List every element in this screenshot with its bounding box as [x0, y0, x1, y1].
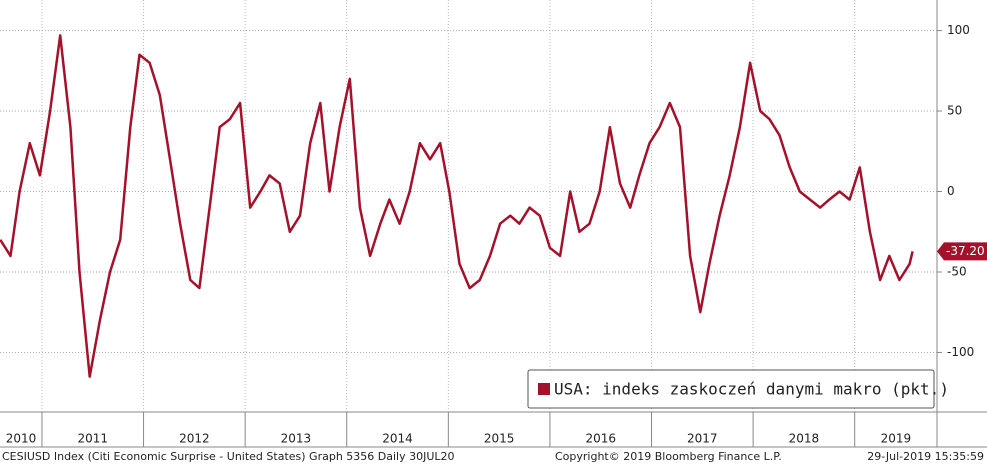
x-tick-label: 2014 — [382, 432, 413, 446]
legend-label: USA: indeks zaskoczeń danymi makro (pkt.… — [554, 380, 949, 399]
y-tick-label: -50 — [947, 264, 967, 278]
y-tick-label: -100 — [947, 345, 974, 359]
value-tag — [937, 242, 987, 261]
x-tick-label: 2019 — [881, 432, 912, 446]
legend-swatch — [538, 383, 550, 395]
footer-right: 29-Jul-2019 15:35:59 — [867, 450, 984, 463]
footer-center: Copyright© 2019 Bloomberg Finance L.P. — [555, 450, 782, 463]
x-tick-label: 2016 — [585, 432, 616, 446]
y-tick-label: 100 — [947, 23, 970, 37]
footer-left: CESIUSD Index (Citi Economic Surprise - … — [2, 450, 455, 463]
y-tick-label: 0 — [947, 184, 955, 198]
x-tick-label: 2011 — [77, 432, 108, 446]
x-tick-label: 2010 — [6, 432, 37, 446]
value-tag-label: -37.20 — [946, 244, 985, 258]
data-line — [0, 34, 914, 378]
x-tick-label: 2012 — [179, 432, 210, 446]
x-tick-label: 2018 — [789, 432, 820, 446]
x-tick-label: 2015 — [484, 432, 515, 446]
x-tick-label: 2013 — [281, 432, 312, 446]
legend-box — [527, 369, 935, 409]
y-tick-label: 50 — [947, 104, 962, 118]
x-tick-label: 2017 — [687, 432, 718, 446]
